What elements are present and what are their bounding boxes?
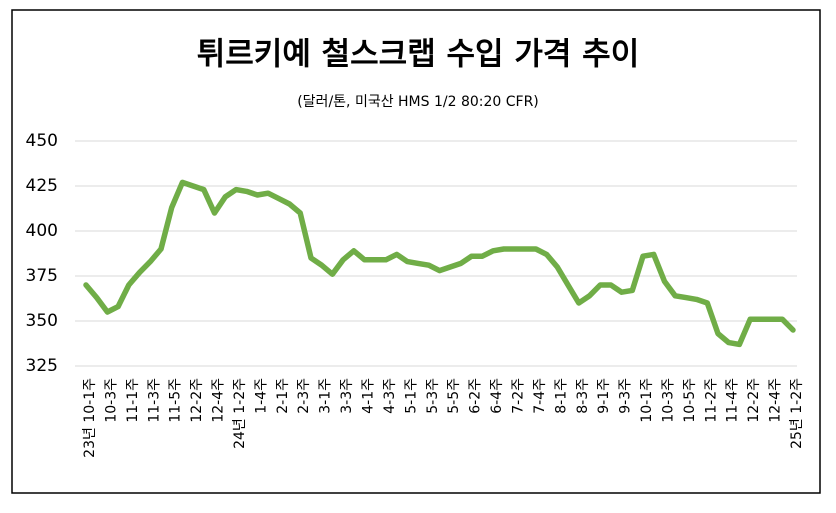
x-tick-label: 12-2주	[189, 378, 205, 423]
x-tick-label: 23년 10-1주	[82, 378, 98, 458]
chart-border	[11, 9, 821, 494]
x-tick-label: 3-1주	[318, 378, 334, 414]
x-tick-label: 8-3주	[575, 378, 591, 414]
x-tick-label: 12-4주	[768, 378, 784, 423]
x-tick-label: 10-3주	[103, 378, 119, 423]
x-tick-label: 8-1주	[553, 378, 569, 414]
x-tick-label: 12-2주	[746, 378, 762, 423]
x-tick-label: 7-4주	[532, 378, 548, 414]
x-tick-label: 25년 1-2주	[789, 378, 805, 449]
x-tick-label: 6-4주	[489, 378, 505, 414]
x-tick-label: 1-4주	[253, 378, 269, 414]
x-tick-label: 10-1주	[639, 378, 655, 423]
y-tick-label: 425	[26, 176, 58, 196]
x-tick-label: 10-3주	[660, 378, 676, 423]
x-tick-label: 9-3주	[618, 378, 634, 414]
x-tick-label: 3-3주	[339, 378, 355, 414]
x-tick-label: 11-2주	[703, 378, 719, 423]
x-tick-label: 12-4주	[211, 378, 227, 423]
x-tick-label: 11-5주	[168, 378, 184, 423]
x-tick-label: 6-2주	[468, 378, 484, 414]
x-tick-label: 24년 1-2주	[232, 378, 248, 449]
chart-subtitle: (달러/톤, 미국산 HMS 1/2 80:20 CFR)	[297, 94, 539, 110]
y-tick-label: 325	[26, 356, 58, 376]
x-tick-label: 9-1주	[596, 378, 612, 414]
x-tick-label: 4-1주	[361, 378, 377, 414]
x-tick-label: 5-3주	[425, 378, 441, 414]
x-tick-label: 7-2주	[510, 378, 526, 414]
x-tick-label: 10-5주	[682, 378, 698, 423]
y-tick-label: 400	[26, 221, 58, 241]
x-tick-label: 11-4주	[725, 378, 741, 423]
x-tick-label: 11-3주	[146, 378, 162, 423]
x-tick-label: 4-3주	[382, 378, 398, 414]
x-tick-label: 2-1주	[275, 378, 291, 414]
y-tick-label: 450	[26, 131, 58, 151]
x-tick-label: 5-5주	[446, 378, 462, 414]
x-tick-label: 5-1주	[403, 378, 419, 414]
y-tick-label: 350	[26, 311, 58, 331]
x-tick-label: 11-1주	[125, 378, 141, 423]
x-tick-label: 2-3주	[296, 378, 312, 414]
data-line	[83, 179, 796, 348]
y-tick-label: 375	[26, 266, 58, 286]
chart-title: 튀르키예 철스크랩 수입 가격 추이	[197, 37, 639, 73]
